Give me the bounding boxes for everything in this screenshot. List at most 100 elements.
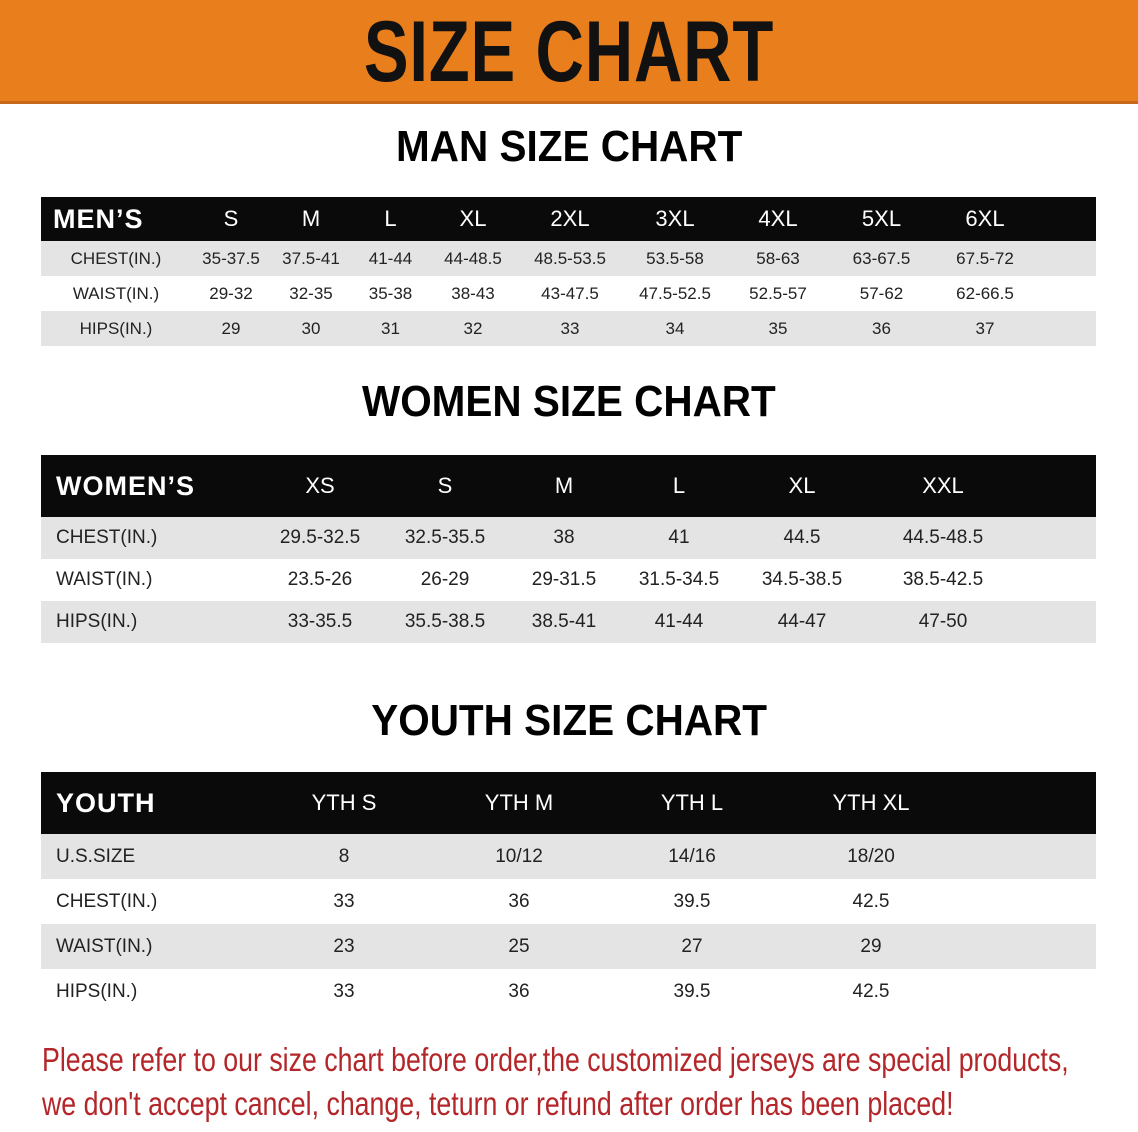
measurement-cell: 34 (665, 318, 685, 338)
measurement-cell: 44-47 (777, 611, 827, 632)
size-header: YTH XL (832, 790, 910, 815)
measurement-cell: 33 (560, 318, 580, 338)
size-header: 5XL (861, 206, 902, 231)
measurement-cell: 30 (301, 318, 321, 338)
measurement-cell: 39.5 (673, 890, 711, 912)
row-label: CHEST(IN.) (56, 527, 158, 548)
measurement-cell: 34.5-38.5 (761, 569, 843, 590)
row-label: HIPS(IN.) (56, 611, 138, 632)
notice-line-1: Please refer to our size chart before or… (42, 1041, 1069, 1078)
measurement-cell: 33-35.5 (287, 611, 353, 632)
measurement-cell: 29.5-32.5 (279, 527, 361, 548)
table-row: HIPS(IN.) 33-35.5 35.5-38.5 38.5-41 41-44 44-… (41, 601, 1096, 643)
measurement-cell: 63-67.5 (852, 248, 911, 268)
measurement-cell: 47-50 (918, 611, 968, 632)
measurement-cell: 8 (338, 845, 350, 867)
table-row: CHEST(IN.) 29.5-32.5 32.5-35.5 38 41 44.5 44.5… (41, 517, 1096, 559)
measurement-cell: 58-63 (756, 248, 800, 268)
measurement-cell: 62-66.5 (956, 283, 1014, 303)
measurement-cell: 23.5-26 (287, 569, 353, 590)
measurement-cell: 44-48.5 (444, 248, 502, 268)
women-size-table: WOMEN’S XS S M L XL XXL CHEST(IN.) 29.5-32.5 32.5… (41, 455, 1096, 643)
size-header: S (223, 206, 239, 231)
row-label: U.S.SIZE (56, 845, 136, 867)
measurement-cell: 33 (333, 890, 355, 912)
row-label: WAIST(IN.) (56, 569, 153, 590)
measurement-cell: 36 (872, 318, 891, 338)
measurement-cell: 52.5-57 (749, 283, 807, 303)
measurement-cell: 32 (463, 318, 483, 338)
size-header: XS (305, 473, 335, 498)
row-label: WAIST(IN.) (72, 283, 160, 303)
men-size-table: MEN’S S M L XL 2XL 3XL 4XL 5XL 6XL CHEST(IN.) 35-37… (41, 197, 1096, 346)
measurement-cell: 35-38 (368, 283, 413, 303)
size-header: 6XL (965, 206, 1005, 231)
measurement-cell: 18/20 (847, 845, 895, 867)
measurement-cell: 35 (768, 318, 788, 338)
header-label: MEN’S (53, 203, 144, 234)
size-header: 2XL (550, 206, 590, 231)
order-notice: Please refer to our size chart before or… (42, 1038, 1095, 1126)
measurement-cell: 32-35 (289, 283, 333, 303)
size-header: YTH S (311, 790, 377, 815)
measurement-cell: 35-37.5 (202, 248, 260, 268)
women-section-title: WOMEN SIZE CHART (362, 377, 776, 426)
measurement-cell: 31.5-34.5 (638, 569, 720, 590)
measurement-cell: 44.5-48.5 (902, 527, 984, 548)
notice-line-2: we don't accept cancel, change, teturn o… (42, 1085, 954, 1122)
size-header: XL (459, 206, 487, 231)
measurement-cell: 39.5 (673, 980, 711, 1002)
measurement-cell: 48.5-53.5 (534, 248, 606, 268)
measurement-cell: 38.5-42.5 (902, 569, 984, 590)
measurement-cell: 41-44 (368, 248, 413, 268)
measurement-cell: 14/16 (668, 845, 716, 867)
measurement-cell: 32.5-35.5 (404, 527, 486, 548)
measurement-cell: 42.5 (852, 890, 890, 912)
table-row: WAIST(IN.) 23.5-26 26-29 29-31.5 31.5-34.5 34… (41, 559, 1096, 601)
measurement-cell: 37 (975, 318, 995, 338)
measurement-cell: 29-31.5 (531, 569, 597, 590)
size-header: XL (788, 473, 816, 498)
table-row: CHEST(IN.) 35-37.5 37.5-41 41-44 44-48.5 48.5… (41, 241, 1096, 276)
header-label: YOUTH (56, 787, 156, 818)
measurement-cell: 38.5-41 (531, 611, 597, 632)
row-label: CHEST(IN.) (70, 248, 162, 268)
header-label: WOMEN’S (56, 470, 195, 501)
measurement-cell: 29 (860, 935, 882, 957)
measurement-cell: 33 (333, 980, 355, 1002)
measurement-cell: 23 (333, 935, 355, 957)
measurement-cell: 37.5-41 (282, 248, 340, 268)
measurement-cell: 29 (221, 318, 241, 338)
size-header: 4XL (758, 206, 798, 231)
measurement-cell: 67.5-72 (956, 248, 1014, 268)
size-header: YTH M (484, 790, 554, 815)
measurement-cell: 29-32 (209, 283, 253, 303)
measurement-cell: 26-29 (420, 569, 470, 590)
measurement-cell: 10/12 (495, 845, 543, 867)
row-label: HIPS(IN.) (79, 318, 153, 338)
table-row: HIPS(IN.) 29 30 31 32 33 34 35 36 37 (41, 311, 1096, 346)
size-header: M (301, 206, 321, 231)
size-header: L (672, 473, 686, 498)
row-label: HIPS(IN.) (56, 980, 138, 1002)
table-row: WAIST(IN.) 23 25 27 29 (41, 924, 1096, 969)
size-header: 3XL (655, 206, 695, 231)
row-label: CHEST(IN.) (56, 890, 158, 912)
youth-section-title: YOUTH SIZE CHART (371, 696, 767, 745)
measurement-cell: 41-44 (654, 611, 704, 632)
measurement-cell: 42.5 (852, 980, 890, 1002)
size-chart-banner: SIZE CHART (0, 0, 1138, 104)
measurement-cell: 27 (681, 935, 703, 957)
table-row: U.S.SIZE 8 10/12 14/16 18/20 (41, 834, 1096, 879)
measurement-cell: 53.5-58 (646, 248, 704, 268)
size-header: M (554, 473, 574, 498)
header-row: YOUTH YTH S YTH M YTH L YTH XL (41, 772, 1096, 834)
measurement-cell: 31 (381, 318, 400, 338)
header-row: MEN’S S M L XL 2XL 3XL 4XL 5XL 6XL (41, 197, 1096, 241)
measurement-cell: 38 (553, 527, 575, 548)
measurement-cell: 41 (668, 527, 690, 548)
measurement-cell: 38-43 (451, 283, 495, 303)
table-row: WAIST(IN.) 29-32 32-35 35-38 38-43 43-47.5 47.… (41, 276, 1096, 311)
size-header: L (384, 206, 397, 231)
youth-size-table: YOUTH YTH S YTH M YTH L YTH XL U.S.SIZE 8 10/12… (41, 772, 1096, 1014)
